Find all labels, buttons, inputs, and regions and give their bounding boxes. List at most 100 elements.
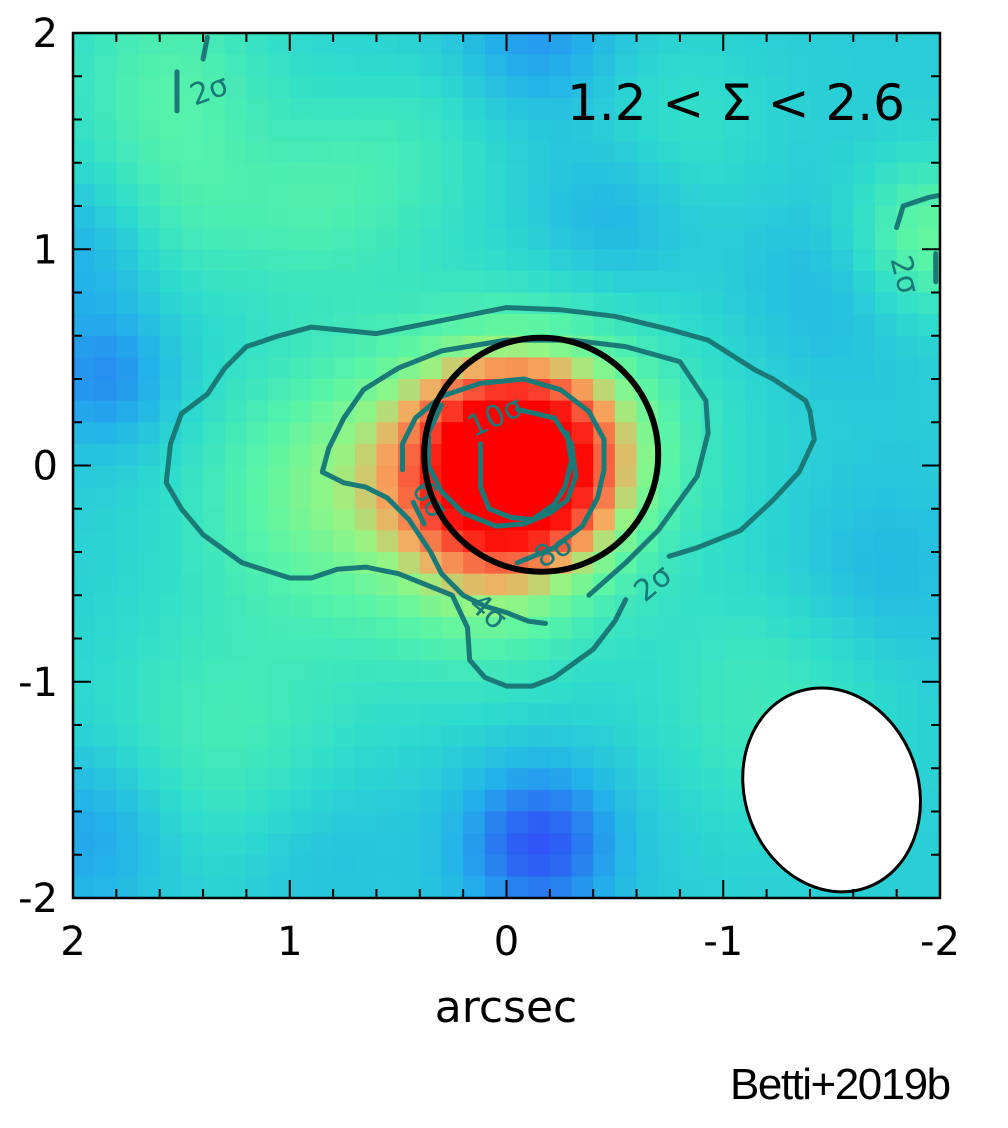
- heatmap-cell: [159, 789, 182, 813]
- heatmap-cell: [679, 443, 703, 467]
- heatmap-cell: [506, 357, 529, 380]
- heatmap-cell: [831, 314, 854, 337]
- heatmap-cell: [289, 249, 313, 272]
- heatmap-cell: [571, 184, 594, 207]
- heatmap-cell: [181, 811, 204, 834]
- heatmap-cell: [354, 789, 378, 813]
- heatmap-cell: [809, 97, 833, 121]
- heatmap-cell: [376, 508, 399, 531]
- heatmap-cell: [896, 97, 919, 121]
- heatmap-cell: [788, 76, 811, 99]
- contour-6sigma: [400, 376, 607, 566]
- aperture-circle: [421, 334, 662, 575]
- heatmap-cell: [246, 184, 269, 207]
- heatmap-cell: [658, 681, 681, 704]
- heatmap-cell: [593, 768, 616, 791]
- heatmap-cell: [268, 552, 291, 575]
- heatmap-cell: [766, 119, 789, 142]
- heatmap-cell: [506, 249, 529, 272]
- heatmap-cell: [506, 854, 529, 877]
- heatmap-cell: [744, 33, 768, 56]
- heatmap-cell: [809, 552, 833, 575]
- heatmap-cell: [224, 854, 248, 877]
- heatmap-cell: [896, 552, 919, 575]
- heatmap-cell: [159, 465, 182, 488]
- heatmap-cell: [333, 833, 356, 856]
- heatmap-cell: [333, 530, 356, 553]
- heatmap-cell: [268, 119, 291, 142]
- heatmap-cell: [853, 33, 876, 56]
- heatmap-cell: [571, 876, 594, 898]
- heatmap-cell: [701, 811, 724, 834]
- heatmap-cell: [441, 638, 464, 661]
- heatmap-cell: [571, 854, 594, 877]
- heatmap-cell: [268, 681, 291, 704]
- heatmap-cell: [658, 703, 681, 726]
- heatmap-cell: [73, 249, 96, 272]
- heatmap-cell: [853, 573, 876, 596]
- heatmap-cell: [268, 314, 291, 337]
- heatmap-cell: [896, 141, 919, 164]
- heatmap-cell: [853, 270, 876, 294]
- heatmap-cell: [463, 76, 486, 99]
- heatmap-cell: [918, 876, 940, 898]
- heatmap-cell: [896, 616, 919, 640]
- heatmap-cell: [744, 119, 768, 142]
- heatmap-cell: [918, 660, 940, 683]
- heatmap-cell: [701, 876, 724, 898]
- heatmap-cell: [766, 638, 789, 661]
- heatmap-cell: [809, 119, 833, 142]
- heatmap-cell: [398, 335, 421, 358]
- heatmap-cell: [593, 811, 616, 834]
- heatmap-cell: [766, 97, 789, 121]
- heatmap-cell: [723, 465, 746, 488]
- heatmap-cell: [528, 811, 551, 834]
- heatmap-cell: [701, 292, 724, 315]
- heatmap-cell: [766, 76, 789, 99]
- heatmap-cell: [246, 746, 269, 769]
- heatmap-cell: [614, 725, 638, 748]
- heatmap-cell: [398, 227, 421, 250]
- heatmap-cell: [549, 681, 573, 704]
- heatmap-cell: [918, 833, 940, 856]
- heatmap-cell: [896, 530, 919, 553]
- heatmap-cell: [73, 379, 96, 402]
- heatmap-cell: [549, 270, 573, 294]
- heatmap-cell: [701, 595, 724, 618]
- heatmap-cell: [441, 400, 464, 423]
- heatmap-cell: [289, 54, 313, 77]
- heatmap-cell: [614, 54, 638, 77]
- heatmap-cell: [874, 249, 898, 272]
- heatmap-cell: [181, 33, 204, 56]
- heatmap-cell: [809, 616, 833, 640]
- heatmap-cell: [853, 227, 876, 250]
- heatmap-cell: [224, 746, 248, 769]
- heatmap-cell: [463, 833, 486, 856]
- heatmap-cell: [788, 357, 811, 380]
- heatmap-cell: [679, 76, 703, 99]
- heatmap-cell: [181, 270, 204, 294]
- heatmap-cell: [571, 314, 594, 337]
- heatmap-cell: [723, 206, 746, 229]
- heatmap-cell: [571, 227, 594, 250]
- heatmap-cell: [874, 573, 898, 596]
- heatmap-cell: [484, 487, 508, 510]
- heatmap-cell: [571, 292, 594, 315]
- heatmap-cell: [73, 335, 96, 358]
- heatmap-cell: [463, 227, 486, 250]
- heatmap-cell: [831, 530, 854, 553]
- heatmap-cell: [73, 76, 96, 99]
- heatmap-cell: [766, 335, 789, 358]
- heatmap-cell: [658, 227, 681, 250]
- heatmap-cell: [788, 292, 811, 315]
- heatmap-cell: [484, 162, 508, 185]
- heatmap-cell: [896, 33, 919, 56]
- heatmap-cell: [441, 789, 464, 813]
- heatmap-cell: [658, 97, 681, 121]
- heatmap-cell: [441, 552, 464, 575]
- heatmap-cell: [853, 400, 876, 423]
- heatmap-cell: [463, 184, 486, 207]
- heatmap-cell: [744, 379, 768, 402]
- heatmap-cell: [94, 206, 117, 229]
- heatmap-cell: [116, 292, 139, 315]
